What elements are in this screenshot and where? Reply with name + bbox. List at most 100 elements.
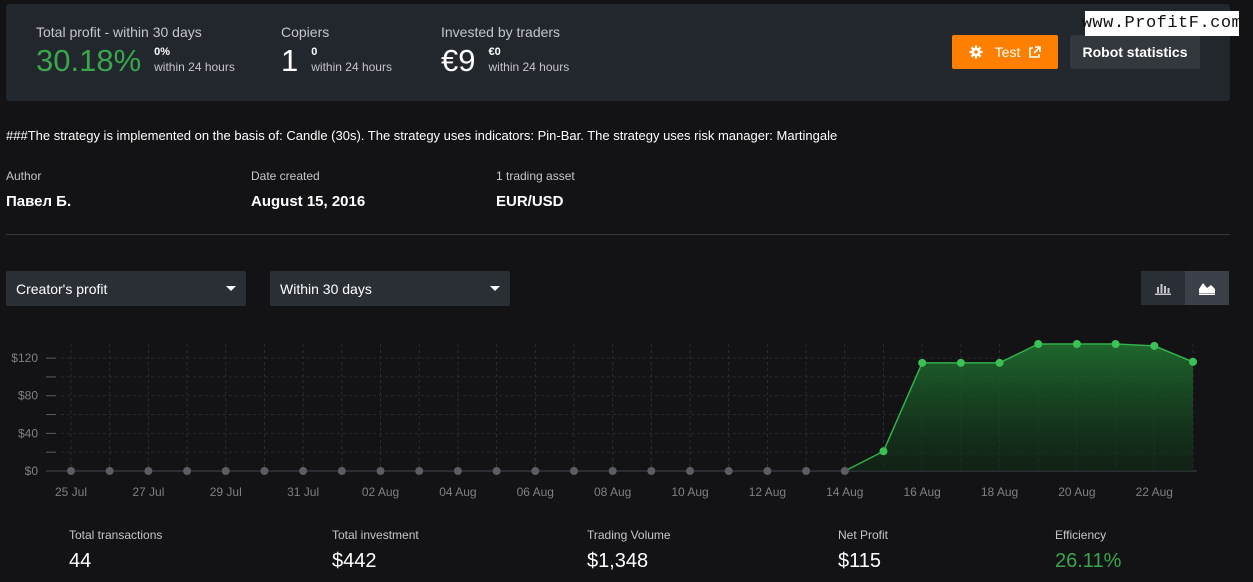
metric-select-value: Creator's profit [16,280,108,297]
total-transactions-label: Total transactions [69,528,163,542]
divider [6,234,1230,235]
strategy-description: ###The strategy is implemented on the ba… [6,128,838,143]
bar-chart-view-button[interactable] [1141,271,1185,305]
total-investment-value: $442 [332,550,377,572]
x-tick-label: 16 Aug [903,485,940,499]
total-profit-24h-label: within 24 hours [154,60,235,74]
robot-statistics-button[interactable]: Robot statistics [1070,35,1200,69]
copiers-label: Copiers [281,24,330,40]
data-point-zero [608,467,617,475]
chart-view-toggle [1141,271,1229,305]
x-tick-label: 25 Jul [55,485,87,499]
watermark: www.ProfitF.com [1082,11,1242,36]
data-point-zero [67,467,75,475]
invested-24h-value: €0 [488,46,501,58]
data-point-zero [144,467,153,475]
efficiency-value: 26.11% [1055,550,1122,572]
data-point [1034,340,1043,348]
external-link-icon [1029,45,1042,58]
period-select[interactable]: Within 30 days [270,271,510,306]
date-created-label: Date created [251,169,320,183]
date-created-block: Date created August 15, 2016 [251,169,365,210]
x-tick-label: 14 Aug [826,485,863,499]
summary-panel: Total profit - within 30 days 30.18% 0% … [6,4,1230,101]
trading-volume-value: $1,348 [587,550,649,572]
author-label: Author [6,169,42,183]
gear-icon [969,45,983,59]
invested-value: €9 [441,43,476,78]
data-point [1150,341,1159,350]
period-select-value: Within 30 days [280,280,372,297]
data-point-zero [531,467,540,475]
trading-asset-block: 1 trading asset EUR/USD [496,169,575,210]
chevron-down-icon [226,286,236,291]
data-point-zero [569,467,578,475]
data-point-zero [183,467,192,475]
x-tick-label: 12 Aug [749,485,786,499]
area-chart-view-button[interactable] [1185,271,1229,305]
total-investment-label: Total investment [332,528,419,542]
trading-volume-stat: Trading Volume $1,348 [587,528,671,573]
data-point-zero [840,467,849,475]
data-point [1189,357,1197,366]
y-tick-label: $120 [11,351,38,365]
total-profit-24h-value: 0% [154,46,171,58]
net-profit-value: $115 [838,550,882,572]
data-point-zero [376,467,385,475]
net-profit-stat: Net Profit $115 [838,528,888,573]
data-point-zero [802,467,811,475]
data-point-zero [260,467,269,475]
x-tick-label: 22 Aug [1136,485,1173,499]
efficiency-label: Efficiency [1055,528,1107,542]
author-block: Author Павел Б. [6,169,71,210]
data-point-zero [453,467,462,475]
total-profit-label: Total profit - within 30 days [36,24,202,40]
invested-label: Invested by traders [441,24,561,40]
data-point [1072,340,1081,348]
data-point-zero [105,467,114,475]
bar-chart-icon [1155,284,1171,295]
x-tick-label: 29 Jul [210,485,242,499]
copiers-stat: Copiers 1 0 within 24 hours [281,24,392,78]
data-point-zero [221,467,230,475]
total-transactions-value: 44 [69,550,92,572]
x-tick-label: 06 Aug [517,485,554,499]
invested-24h-label: within 24 hours [488,60,570,74]
data-point [995,358,1004,367]
data-point-zero [647,467,656,475]
chevron-down-icon [490,286,500,291]
efficiency-stat: Efficiency 26.11% [1055,528,1121,573]
data-point-zero [686,467,695,475]
trading-volume-label: Trading Volume [587,528,671,542]
y-tick-label: $0 [25,464,39,478]
x-tick-label: 10 Aug [671,485,708,499]
total-transactions-stat: Total transactions 44 [69,528,162,573]
data-point-zero [299,467,308,475]
net-profit-label: Net Profit [838,528,889,542]
date-created-value: August 15, 2016 [251,193,366,210]
profit-area [844,344,1193,471]
profit-chart: $0 $40 $80 $120 25 Jul 27 Jul 29 Jul 31 Jul 02 … [11,340,1197,499]
data-point-zero [492,467,501,475]
test-button[interactable]: Test [952,35,1058,69]
x-tick-label: 04 Aug [439,485,476,499]
area-chart-icon [1199,283,1215,295]
x-tick-label: 27 Jul [132,485,164,499]
data-point [956,358,965,367]
x-tick-label: 02 Aug [362,485,399,499]
x-tick-label: 08 Aug [594,485,631,499]
data-point [918,358,927,367]
data-point-zero [337,467,346,475]
data-point-zero [763,467,772,475]
x-tick-label: 18 Aug [981,485,1018,499]
metric-select[interactable]: Creator's profit [6,271,246,306]
profit-line [844,343,1194,472]
y-tick-label: $40 [18,426,38,440]
y-tick-label: $80 [18,389,38,403]
copiers-24h-value: 0 [311,46,318,58]
data-point-zero [415,467,424,475]
author-value: Павел Б. [6,193,72,210]
invested-stat: Invested by traders €9 €0 within 24 hour… [441,24,569,78]
total-profit-stat: Total profit - within 30 days 30.18% 0% … [36,24,235,78]
test-button-label: Test [994,44,1021,60]
